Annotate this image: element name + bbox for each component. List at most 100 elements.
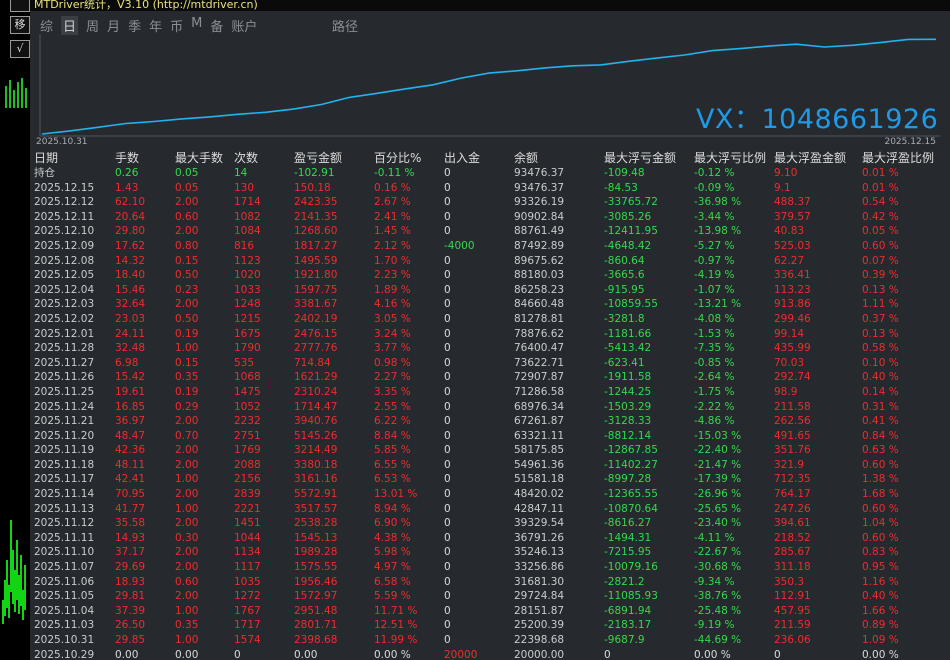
cell-col10: 62.27 [774,254,805,267]
cell-col10: 211.59 [774,619,811,632]
table-row[interactable]: 2025.11.13 41.77 1.00 2221 3517.57 8.94 % 0 428… [30,502,950,517]
table-row[interactable]: 2025.12.12 62.10 2.00 1714 2423.35 2.67 % 0 933… [30,195,950,210]
cell-col3: 1248 [234,298,261,311]
table-row[interactable]: 2025.12.04 15.46 0.23 1033 1597.75 1.89 % 0 862… [30,283,950,298]
cell-col2: 2.00 [175,517,199,530]
cell-col4: 2423.35 [294,196,338,209]
table-row[interactable]: 2025.12.10 29.80 2.00 1084 1268.60 1.45 % 0 887… [30,224,950,239]
cell-col7: 20000.00 [514,648,565,660]
tab-8[interactable]: 备 [210,20,224,35]
table-row[interactable]: 2025.11.12 35.58 2.00 1451 2538.28 6.90 % 0 393… [30,516,950,531]
tab-2[interactable]: 周 [86,20,100,35]
tab-0[interactable]: 综 [40,20,54,35]
cell-col0: 2025.11.28 [34,342,95,355]
table-row[interactable]: 2025.12.15 1.43 0.05 130 150.18 0.16 % 0 93476.… [30,181,950,196]
table-row[interactable]: 2025.12.08 14.32 0.15 1123 1495.59 1.70 % 0 896… [30,254,950,269]
menu-button[interactable] [10,0,30,12]
table-row[interactable]: 2025.11.11 14.93 0.30 1044 1545.13 4.38 % 0 367… [30,531,950,546]
path-button[interactable]: 路径 [332,20,359,35]
table-row[interactable]: 2025.11.25 19.61 0.19 1475 2310.24 3.35 % 0 712… [30,385,950,400]
tab-9[interactable]: 账户 [231,20,258,35]
cell-col6: 0 [444,473,451,486]
cell-col11: 0.63 % [862,444,899,457]
cell-col4: 3517.57 [294,502,338,515]
table-row[interactable]: 2025.12.03 32.64 2.00 1248 3381.67 4.16 % 0 846… [30,297,950,312]
cell-col9: -22.67 % [694,546,742,559]
cell-col6: 0 [444,444,451,457]
cell-col5: 2.27 % [374,371,411,384]
table-row[interactable]: 2025.11.28 32.48 1.00 1790 2777.76 3.77 % 0 764… [30,341,950,356]
table-row[interactable]: 2025.11.26 15.42 0.35 1068 1621.29 2.27 % 0 729… [30,370,950,385]
table-row[interactable]: 2025.11.27 6.98 0.15 535 714.84 0.98 % 0 73622.… [30,356,950,371]
table-row[interactable]: 2025.11.19 42.36 2.00 1769 3214.49 5.85 % 0 581… [30,443,950,458]
cell-col6: 0 [444,269,451,282]
cell-col5: 0.00 % [374,648,411,660]
cell-col6: 0 [444,531,451,544]
table-row[interactable]: 2025.11.10 37.17 2.00 1134 1989.28 5.98 % 0 352… [30,545,950,560]
tab-1[interactable]: 日 [61,16,79,35]
cell-col1: 手数 [115,151,140,165]
table-row[interactable]: 2025.12.05 18.40 0.50 1020 1921.80 2.23 % 0 881… [30,268,950,283]
cell-col6: 0 [444,546,451,559]
tab-6[interactable]: 币 [170,20,184,35]
table-row[interactable]: 2025.12.11 20.64 0.60 1082 2141.35 2.41 % 0 909… [30,210,950,225]
cell-col8: -7215.95 [604,546,652,559]
daily-stats-table: 日期 手数 最大手数 次数 盈亏金额 百分比% 出入金 余额 最大浮亏金额 最大浮亏比例 最大浮盈金… [30,150,950,660]
cell-col4: 1621.29 [294,371,338,384]
cell-col5: 4.16 % [374,298,411,311]
table-row[interactable]: 2025.12.09 17.62 0.80 816 1817.27 2.12 % -4000… [30,239,950,254]
table-row[interactable]: 2025.11.03 26.50 0.35 1717 2801.71 12.51 % 0 25… [30,618,950,633]
cell-col5: 4.38 % [374,531,411,544]
check-button[interactable]: √ [10,40,30,58]
cell-col2: 0.23 [175,283,199,296]
cell-col5: -0.11 % [374,167,415,179]
cell-col7: 39329.54 [514,517,565,530]
table-row[interactable]: 2025.11.18 48.11 2.00 2088 3380.18 6.55 % 0 549… [30,458,950,473]
table-row[interactable]: 2025.10.31 29.85 1.00 1574 2398.68 11.99 % 0 22… [30,633,950,648]
position-row[interactable]: 持仓 0.26 0.05 14 -102.91 -0.11 % 0 93476.37 -109.… [30,166,950,181]
cell-col9: -13.21 % [694,298,742,311]
table-row[interactable]: 2025.11.14 70.95 2.00 2839 5572.91 13.01 % 0 48… [30,487,950,502]
cell-col11: 0.00 % [862,648,899,660]
table-row[interactable]: 2025.11.21 36.97 2.00 2232 3940.76 6.22 % 0 672… [30,414,950,429]
cell-col11: 0.37 % [862,312,899,325]
cell-col7: 89675.62 [514,254,565,267]
table-row[interactable]: 2025.11.17 42.41 1.00 2156 3161.16 6.53 % 0 515… [30,472,950,487]
table-row[interactable]: 2025.11.04 37.39 1.00 1767 2951.48 11.71 % 0 28… [30,604,950,619]
cell-col5: 0.98 % [374,356,411,369]
cell-col0: 日期 [34,151,59,165]
cell-col10: 9.1 [774,181,791,194]
table-row[interactable]: 2025.12.02 23.03 0.50 1215 2402.19 3.05 % 0 812… [30,312,950,327]
cell-col3: 2156 [234,473,261,486]
cell-col11: 0.39 % [862,269,899,282]
table-row[interactable]: 2025.12.01 24.11 0.19 1675 2476.15 3.24 % 0 788… [30,327,950,342]
cell-col1: 35.58 [115,517,146,530]
cell-col4: 1989.28 [294,546,338,559]
cell-col7: 93476.37 [514,167,565,179]
table-row[interactable]: 2025.11.05 29.81 2.00 1272 1572.97 5.59 % 0 297… [30,589,950,604]
table-row[interactable]: 2025.11.07 29.69 2.00 1117 1575.55 4.97 % 0 332… [30,560,950,575]
cell-col2: 2.00 [175,225,199,238]
tab-3[interactable]: 月 [107,20,121,35]
cell-col2: 0.05 [175,167,199,179]
table-row[interactable]: 2025.11.06 18.93 0.60 1035 1956.46 6.58 % 0 316… [30,575,950,590]
cell-col6: 0 [444,327,451,340]
cell-col7: 28151.87 [514,604,565,617]
table-row[interactable]: 2025.10.29 0.00 0.00 0 0.00 0.00 % 20000 20000.… [30,648,950,660]
table-row[interactable]: 2025.11.20 48.47 0.70 2751 5145.26 8.84 % 0 633… [30,429,950,444]
move-button[interactable]: 移 [10,16,30,34]
table-row[interactable]: 2025.11.24 16.85 0.29 1052 1714.47 2.55 % 0 689… [30,400,950,415]
cell-col11: 0.01 % [862,167,899,179]
tab-4[interactable]: 季 [128,20,142,35]
cell-col8: -84.53 [604,181,638,194]
tab-5[interactable]: 年 [149,20,163,35]
cell-col10: 218.52 [774,531,811,544]
cell-col7: 63321.11 [514,429,565,442]
cell-col11: 1.68 % [862,488,899,501]
cell-col2: 0.60 [175,210,199,223]
cell-col4: 2951.48 [294,604,338,617]
tab-7[interactable]: M [191,16,203,31]
cell-col7: 58175.85 [514,444,565,457]
cell-col8: -915.95 [604,283,645,296]
cell-col3: 2232 [234,415,261,428]
